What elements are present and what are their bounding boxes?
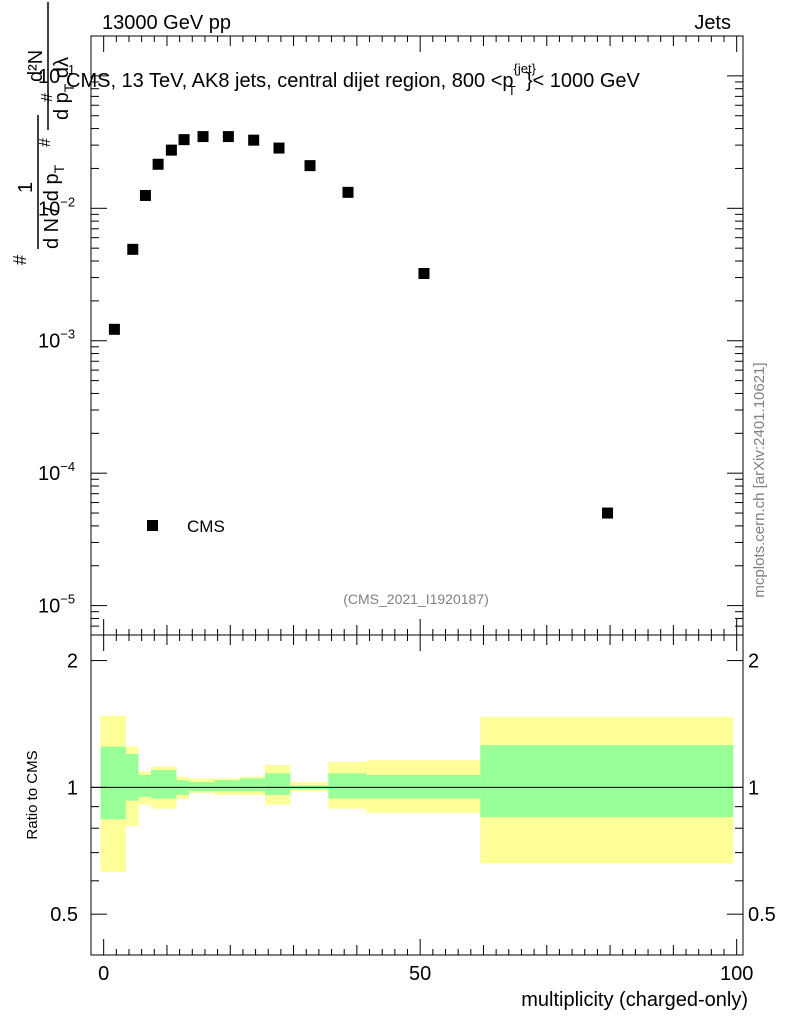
data-point	[152, 158, 164, 170]
lower-y-tick-label-right: 0.5	[748, 904, 776, 926]
ylabel-one: 1	[15, 182, 37, 193]
ratio-inner-band	[189, 781, 215, 792]
process-label: Jets	[694, 12, 731, 34]
x-tick-label: 50	[409, 963, 431, 985]
data-point	[127, 243, 139, 255]
data-point	[418, 267, 430, 279]
lower-y-tick-label-left: 2	[67, 651, 78, 673]
lower-panel-frame	[90, 634, 744, 956]
data-point	[178, 134, 190, 146]
legend-label-cms: CMS	[187, 517, 225, 536]
lower-tick-labels: 0.5 0.5 1 1 2 2 0 50 100	[50, 651, 776, 985]
ratio-inner-band	[138, 774, 152, 797]
ylabel-frac2-den: d pT dλ	[51, 57, 77, 120]
data-point	[165, 144, 177, 156]
lower-y-tick-label-right: 2	[748, 651, 759, 673]
lower-y-tick-label-right: 1	[748, 777, 759, 799]
ratio-inner-band	[239, 778, 266, 792]
upper-y-tick-label: 10−3	[38, 327, 75, 353]
ylabel-hash-1: #	[10, 255, 30, 265]
upper-ticks	[91, 35, 743, 636]
data-point	[222, 131, 234, 143]
x-tick-label: 100	[720, 963, 753, 985]
x-axis-label: multiplicity (charged-only)	[521, 989, 748, 1011]
upper-y-axis-label: # 1 d N / d pT # d²N # d pT dλ	[10, 2, 77, 265]
x-tick-label: 0	[98, 963, 109, 985]
ratio-inner-band	[151, 769, 177, 799]
ratio-inner-band	[100, 746, 126, 820]
data-point	[304, 160, 316, 172]
collision-label: 13000 GeV pp	[102, 12, 231, 34]
ratio-inner-band	[480, 745, 734, 818]
data-point	[108, 323, 120, 335]
ratio-inner-band	[328, 773, 367, 799]
upper-y-tick-labels: 10−5 10−4 10−3 10−2 10−1	[38, 62, 75, 618]
ylabel-hash-2: #	[37, 138, 54, 147]
upper-panel-frame	[90, 35, 744, 636]
data-point	[342, 186, 354, 198]
upper-y-tick-label: 10−2	[38, 194, 75, 220]
analysis-label: (CMS_2021_I1920187)	[343, 591, 489, 607]
ratio-inner-band	[366, 774, 481, 799]
ylabel-den: d N / d pT	[41, 164, 67, 249]
upper-y-tick-label: 10−1	[38, 62, 75, 88]
lower-y-axis-label: Ratio to CMS	[24, 750, 41, 839]
data-point	[602, 507, 614, 519]
ratio-inner-band	[214, 780, 240, 792]
data-point	[273, 142, 285, 154]
ratio-bands	[100, 715, 734, 872]
upper-y-tick-label: 10−5	[38, 592, 75, 618]
data-series-cms	[108, 131, 614, 519]
ratio-inner-band	[125, 754, 139, 801]
side-label: mcplots.cern.ch [arXiv:2401.10621]	[751, 362, 768, 597]
legend-marker-cms	[147, 520, 158, 531]
lower-y-tick-label-left: 0.5	[50, 904, 78, 926]
lower-ticks	[91, 635, 743, 956]
data-point	[248, 134, 260, 146]
ylabel-frac2-num: d²N	[25, 50, 47, 82]
lower-y-tick-label-left: 1	[67, 777, 78, 799]
upper-y-tick-label: 10−4	[38, 459, 75, 485]
data-point	[197, 131, 209, 143]
ratio-inner-band	[265, 773, 291, 795]
data-point	[139, 189, 151, 201]
plot-title: CMS, 13 TeV, AK8 jets, central dijet reg…	[66, 61, 641, 98]
